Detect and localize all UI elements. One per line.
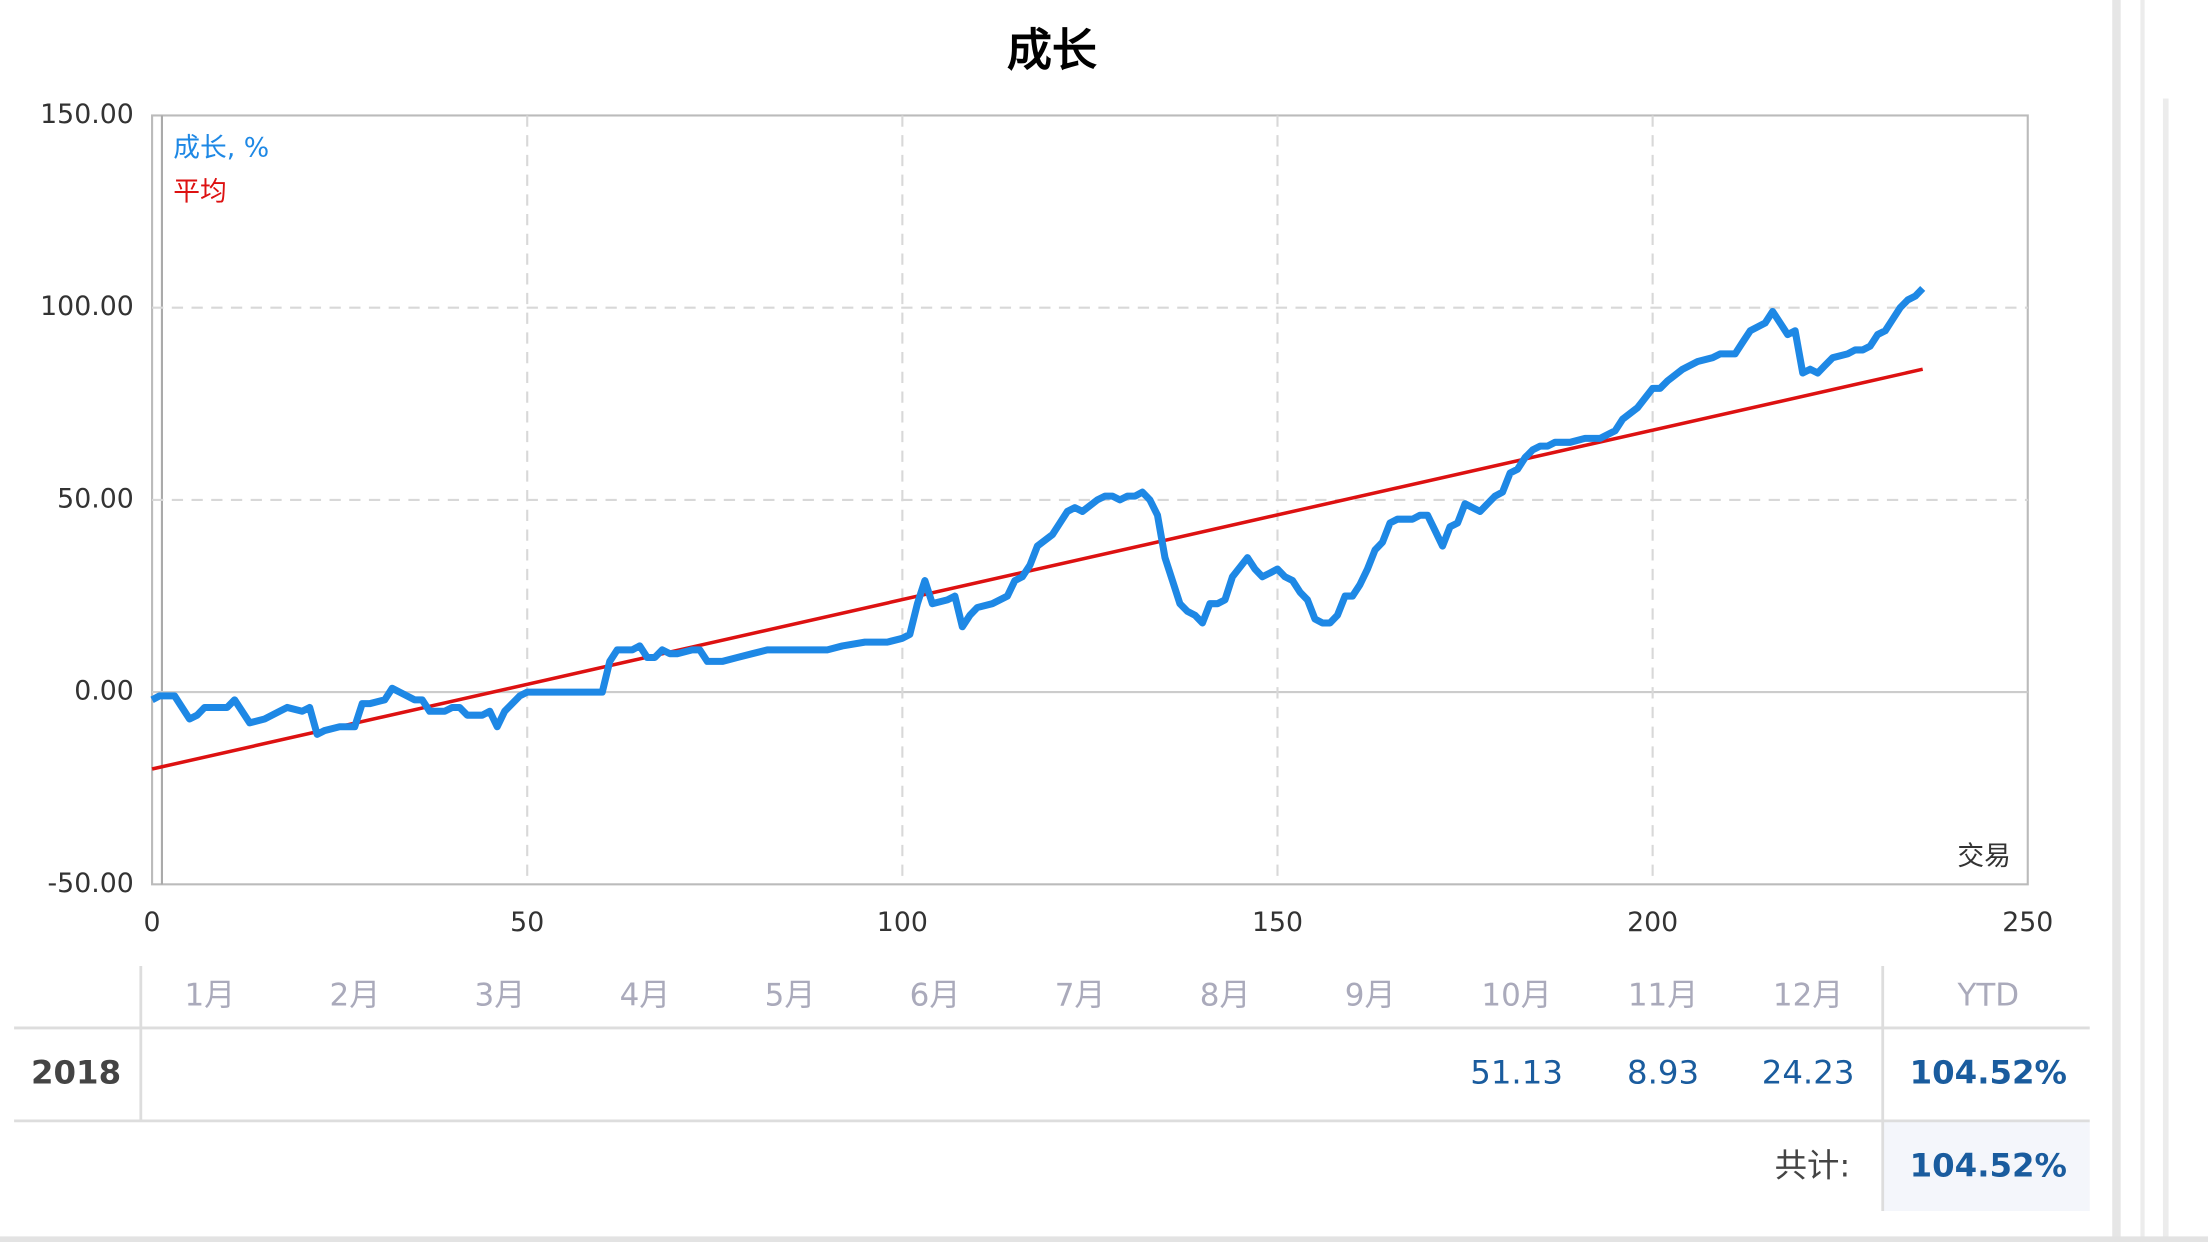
x-axis-label: 交易: [1957, 841, 2011, 872]
x-tick-label: 0: [144, 907, 161, 938]
month-header: 11月: [1628, 977, 1698, 1013]
month-header: 8月: [1200, 977, 1251, 1013]
ytd-value: 104.52%: [1910, 1053, 2067, 1091]
y-tick-label: 50.00: [57, 483, 134, 514]
month-header: 12月: [1773, 977, 1843, 1013]
bottom-border: [0, 1236, 2208, 1242]
month-header: 6月: [910, 977, 961, 1013]
x-tick-label: 150: [1252, 907, 1303, 938]
ytd-header: YTD: [1956, 977, 2019, 1013]
divider: [2140, 0, 2145, 1242]
total-cell-bg: [1882, 1120, 2090, 1212]
month-value: 24.23: [1762, 1053, 1855, 1091]
month-header: 7月: [1055, 977, 1106, 1013]
x-tick-label: 100: [877, 907, 928, 938]
legend-label: 平均: [173, 176, 227, 207]
series-line: [151, 367, 1924, 771]
total-value: 104.52%: [1910, 1146, 2067, 1184]
x-tick-label: 200: [1627, 907, 1678, 938]
chart-title: 成长: [1007, 24, 1097, 77]
y-tick-label: -50.00: [48, 868, 134, 899]
x-tick-label: 250: [2002, 907, 2053, 938]
y-tick-label: 0.00: [74, 676, 134, 707]
month-value: 51.13: [1470, 1053, 1563, 1091]
series-line: [150, 285, 1926, 738]
month-header: 4月: [620, 977, 671, 1013]
month-header: 9月: [1345, 977, 1396, 1013]
total-label: 共计:: [1775, 1146, 1851, 1184]
y-tick-label: 150.00: [40, 99, 134, 130]
scrollbar: [2162, 98, 2169, 1242]
legend-label: 成长, %: [173, 133, 269, 164]
month-header: 3月: [475, 977, 526, 1013]
x-tick-label: 50: [510, 907, 544, 938]
divider: [2112, 0, 2121, 1242]
month-header: 2月: [330, 977, 381, 1013]
month-header: 1月: [184, 977, 235, 1013]
y-tick-label: 100.00: [40, 291, 134, 322]
month-value: 8.93: [1627, 1053, 1699, 1091]
month-header: 5月: [765, 977, 816, 1013]
month-header: 10月: [1481, 977, 1551, 1013]
row-year: 2018: [31, 1053, 121, 1091]
